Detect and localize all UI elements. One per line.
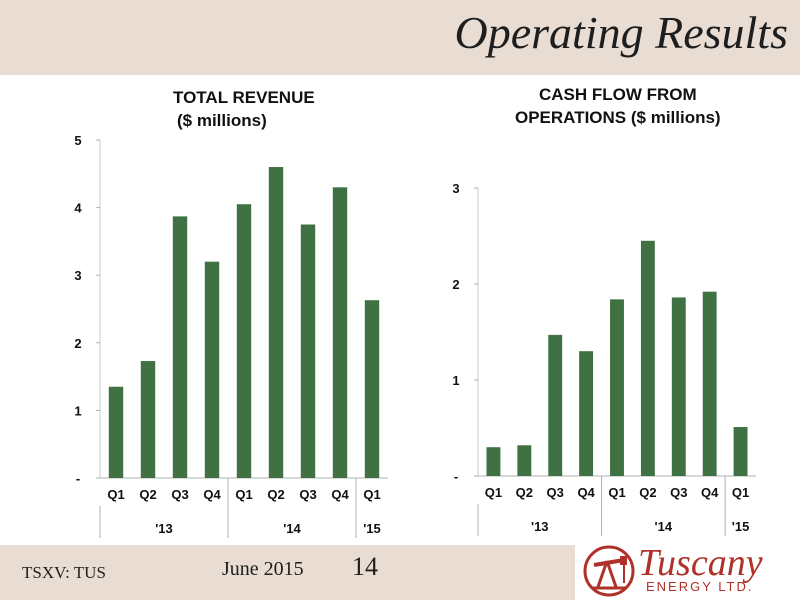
- cashflow-y-tick-label: 2: [452, 277, 459, 292]
- cashflow-group-label: '15: [732, 519, 750, 534]
- cashflow-bar: [640, 240, 655, 476]
- cashflow-category-label: Q1: [732, 485, 749, 500]
- page-title: Operating Results: [454, 7, 788, 58]
- revenue-bar: [268, 167, 284, 479]
- page-number: 14: [352, 552, 378, 581]
- cashflow-category-label: Q1: [485, 485, 502, 500]
- revenue-category-label: Q4: [203, 487, 221, 502]
- chart2-title-line1: CASH FLOW FROM: [538, 85, 697, 104]
- logo-subtitle: ENERGY LTD.: [646, 579, 754, 594]
- revenue-y-tick-label: 5: [74, 133, 81, 148]
- revenue-group-label: '13: [155, 521, 173, 536]
- cashflow-category-label: Q2: [639, 485, 656, 500]
- chart1-title-line1: TOTAL REVENUE: [173, 88, 315, 107]
- revenue-bar: [140, 361, 156, 478]
- cashflow-bar: [671, 297, 686, 476]
- revenue-bar: [172, 216, 188, 478]
- revenue-group-label: '15: [363, 521, 381, 536]
- cashflow-category-label: Q1: [608, 485, 625, 500]
- revenue-category-label: Q1: [363, 487, 380, 502]
- cashflow-category-label: Q4: [577, 485, 595, 500]
- company-logo: Tuscany ENERGY LTD.: [580, 542, 800, 600]
- revenue-category-label: Q3: [171, 487, 188, 502]
- revenue-bar: [204, 261, 220, 478]
- revenue-category-label: Q3: [299, 487, 316, 502]
- revenue-y-tick-label: 1: [74, 403, 81, 418]
- revenue-category-label: Q1: [235, 487, 252, 502]
- cashflow-bar: [579, 351, 594, 476]
- cashflow-y-tick-label: 3: [452, 181, 459, 196]
- revenue-category-label: Q4: [331, 487, 349, 502]
- footer-band: [0, 545, 575, 600]
- revenue-y-tick-label: 3: [74, 268, 81, 283]
- cashflow-group-label: '13: [531, 519, 549, 534]
- revenue-bar: [300, 224, 316, 478]
- oil-derrick-icon: [583, 545, 635, 597]
- cashflow-bar: [610, 299, 624, 476]
- footer-date: June 2015: [222, 558, 304, 580]
- cashflow-bar: [517, 445, 532, 476]
- revenue-category-label: Q1: [107, 487, 124, 502]
- revenue-y-tick-label: -: [76, 471, 80, 486]
- chart2-title-line2: OPERATIONS ($ millions): [515, 108, 721, 127]
- cashflow-y-tick-label: -: [454, 469, 458, 484]
- footer-ticker: TSXV: TUS: [22, 563, 106, 582]
- cashflow-bar: [486, 447, 501, 476]
- cashflow-bar: [548, 334, 563, 476]
- revenue-category-label: Q2: [267, 487, 284, 502]
- cashflow-category-label: Q2: [516, 485, 533, 500]
- header-band: [0, 0, 800, 75]
- cashflow-category-label: Q3: [670, 485, 687, 500]
- logo-name: Tuscany: [638, 542, 763, 584]
- revenue-y-tick-label: 4: [74, 201, 82, 216]
- chart1-title-line2: ($ millions): [177, 111, 267, 130]
- revenue-y-tick-label: 2: [74, 336, 81, 351]
- revenue-bar: [236, 204, 252, 478]
- revenue-bar: [364, 300, 380, 478]
- cashflow-category-label: Q4: [701, 485, 719, 500]
- revenue-bar: [108, 386, 124, 478]
- revenue-bar: [332, 187, 348, 478]
- chart1-title: TOTAL REVENUE ($ millions): [173, 86, 315, 132]
- cashflow-category-label: Q3: [547, 485, 564, 500]
- cashflow-group-label: '14: [655, 519, 673, 534]
- cashflow-y-tick-label: 1: [452, 373, 459, 388]
- cashflow-bar: [733, 427, 748, 476]
- revenue-group-label: '14: [283, 521, 301, 536]
- revenue-category-label: Q2: [139, 487, 156, 502]
- chart2-title: CASH FLOW FROM OPERATIONS ($ millions): [515, 83, 721, 129]
- cashflow-bar: [702, 291, 717, 476]
